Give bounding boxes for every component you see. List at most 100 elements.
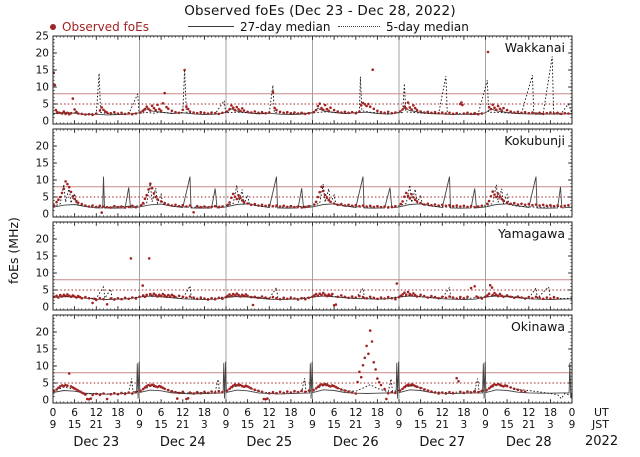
observed-points [52, 50, 570, 117]
median5-line [52, 183, 573, 208]
day-gridlines [139, 129, 486, 217]
dotted-line-marker [338, 26, 380, 27]
xtick-ut: 12 [436, 407, 449, 419]
xtick-ut: 0 [50, 407, 57, 419]
xtick-ut: 0 [396, 407, 403, 419]
ytick-label: 5 [42, 285, 49, 297]
xtick-ut: 18 [457, 407, 470, 419]
ytick-label: 5 [42, 99, 49, 111]
observed-points [52, 329, 527, 401]
day-gridlines [139, 222, 486, 310]
major-ticks [52, 128, 573, 217]
observed-points [52, 257, 559, 307]
xtick-ut: 6 [417, 407, 424, 419]
minor-ticks [53, 129, 572, 217]
xtick-ut: 0 [482, 407, 489, 419]
ytick-label: 0 [42, 395, 49, 407]
xtick-jst: 21 [522, 419, 535, 431]
day-label: Dec 27 [419, 435, 465, 450]
day-label: Dec 23 [73, 435, 119, 450]
xtick-ut: 6 [158, 407, 165, 419]
legend-median5: 5-day median [338, 19, 469, 34]
xtick-jst: 9 [223, 419, 230, 431]
ytick-label: 5 [42, 192, 49, 204]
ytick-label: 10 [36, 175, 49, 187]
ytick-label: 15 [36, 65, 49, 77]
xtick-jst: 9 [482, 419, 489, 431]
major-ticks [52, 314, 573, 403]
xtick-ut: 6 [244, 407, 251, 419]
xtick-ut: 0 [309, 407, 316, 419]
xtick-jst: 21 [176, 419, 189, 431]
panel-kokubunji: 0 5 10 15 20 Kokubunji [36, 128, 573, 221]
xtick-jst: 3 [461, 419, 468, 431]
xtick-ut: 12 [349, 407, 362, 419]
ytick-label: 25 [36, 31, 49, 43]
minor-ticks [53, 315, 572, 403]
panel-wakkanai: 0 5 10 15 20 25 Wakkanai [36, 31, 573, 128]
xtick-ut: 18 [111, 407, 124, 419]
median5-line [52, 284, 573, 300]
xtick-jst: 3 [374, 419, 381, 431]
xtick-jst: 3 [547, 419, 554, 431]
xtick-jst: 9 [569, 419, 576, 431]
xtick-ut: 12 [263, 407, 276, 419]
xtick-ut: 18 [198, 407, 211, 419]
legend-median5-label: 5-day median [386, 19, 469, 34]
xtick-ut: 18 [544, 407, 557, 419]
xtick-ut: 0 [136, 407, 143, 419]
ytick-label: 5 [42, 378, 49, 390]
legend-median27: 27-day median [188, 19, 330, 34]
panel-okinawa: 0 5 10 15 20 Okinawa [36, 314, 573, 407]
day-gridlines [139, 315, 486, 403]
xtick-ut: 0 [223, 407, 230, 419]
observed-points [52, 180, 570, 214]
ytick-label: 10 [36, 268, 49, 280]
xtick-ut: 12 [176, 407, 189, 419]
median27-line [52, 361, 573, 399]
minor-ticks [53, 222, 572, 310]
chart-title: Observed foEs (Dec 23 - Dec 28, 2022) [184, 3, 456, 19]
day-label: Dec 26 [333, 435, 379, 450]
xtick-ut: 18 [371, 407, 384, 419]
ytick-label: 20 [36, 234, 49, 246]
ytick-label: 20 [36, 327, 49, 339]
observed-dot-marker [50, 23, 56, 30]
xtick-jst: 15 [68, 419, 81, 431]
ytick-label: 0 [42, 209, 49, 221]
xtick-jst: 15 [500, 419, 513, 431]
legend-observed-label: Observed foEs [62, 19, 149, 34]
xtick-jst: 9 [309, 419, 316, 431]
minor-ticks [53, 36, 572, 124]
median27-line [52, 176, 573, 209]
day-label: Dec 25 [246, 435, 292, 450]
station-label: Yamagawa [497, 226, 565, 241]
xtick-jst: 9 [50, 419, 57, 431]
panel-yamagawa: 0 5 10 15 20 Yamagawa [36, 221, 573, 314]
xtick-jst: 15 [241, 419, 254, 431]
ytick-label: 10 [36, 361, 49, 373]
day-label: Dec 24 [160, 435, 206, 450]
xtick-jst: 3 [115, 419, 122, 431]
xtick-jst: 3 [288, 419, 295, 431]
legend-median27-label: 27-day median [240, 19, 331, 34]
station-label: Kokubunji [504, 133, 565, 148]
xtick-jst: 15 [414, 419, 427, 431]
ytick-label: 20 [36, 141, 49, 153]
jst-label: JST [592, 418, 609, 431]
xtick-jst: 21 [436, 419, 449, 431]
ytick-label: 10 [36, 82, 49, 94]
xtick-jst: 3 [201, 419, 208, 431]
year-label: 2022 [585, 434, 619, 449]
xtick-jst: 15 [327, 419, 340, 431]
xtick-ut: 18 [284, 407, 297, 419]
ytick-label: 15 [36, 344, 49, 356]
major-ticks [52, 221, 573, 310]
station-label: Okinawa [511, 319, 565, 334]
xtick-ut: 12 [90, 407, 103, 419]
xtick-ut: 6 [331, 407, 338, 419]
xtick-jst: 9 [136, 419, 143, 431]
xtick-ut: 12 [522, 407, 535, 419]
